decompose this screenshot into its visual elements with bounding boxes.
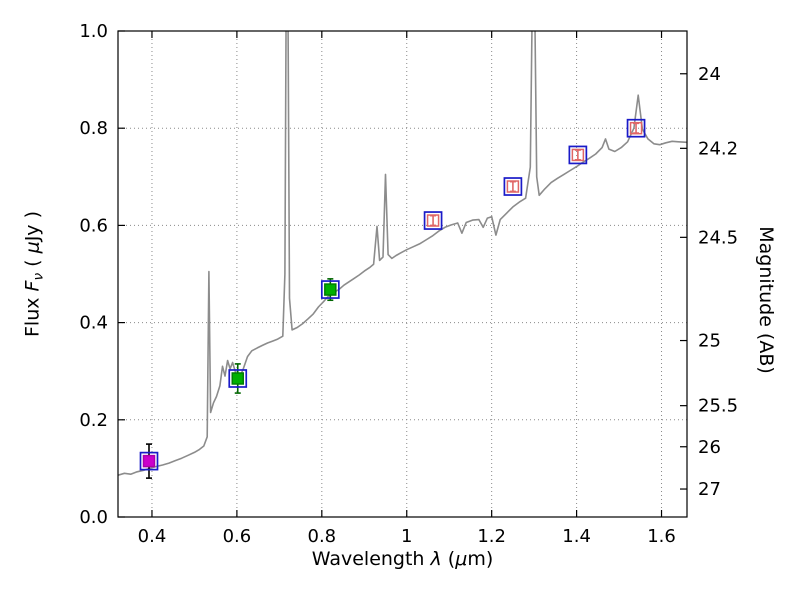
y-tick-label-magnitude: 24 xyxy=(698,64,721,85)
y-axis-label-flux: Flux Fν ( μJy ) xyxy=(21,210,47,338)
model-spectrum-line xyxy=(118,31,687,476)
observed-photometry-square xyxy=(506,180,520,193)
y-tick-label-magnitude: 24.5 xyxy=(698,227,738,248)
y-tick-label-flux: 1.0 xyxy=(79,21,108,42)
model-photometry-square xyxy=(503,177,523,196)
y-tick-label-magnitude: 27 xyxy=(698,479,721,500)
y-tick-label-flux: 0.2 xyxy=(79,410,108,431)
plot-border xyxy=(117,30,688,518)
y-tick-label-flux: 0.8 xyxy=(79,118,108,139)
y-tick-label-magnitude: 25.5 xyxy=(698,396,738,417)
x-tick-label: 1.2 xyxy=(477,526,506,547)
model-photometry-square xyxy=(320,280,340,299)
model-photometry-square xyxy=(139,451,159,471)
y-axis-label-magnitude: Magnitude (AB) xyxy=(755,226,777,374)
model-photometry-square xyxy=(568,145,588,165)
y-tick-label-magnitude: 26 xyxy=(698,437,721,458)
y-tick-label-magnitude: 24.2 xyxy=(698,138,738,159)
observed-photometry-square xyxy=(324,283,337,296)
observed-photometry-square xyxy=(571,148,585,162)
x-tick-label: 0.6 xyxy=(223,526,252,547)
observed-photometry-square xyxy=(231,372,244,385)
y-tick-label-magnitude: 25 xyxy=(698,331,721,352)
observed-photometry-square xyxy=(426,214,440,227)
x-tick-label: 0.8 xyxy=(308,526,337,547)
y-tick-label-flux: 0.4 xyxy=(79,313,108,334)
model-photometry-square xyxy=(626,118,646,138)
y-tick-label-flux: 0.0 xyxy=(79,507,108,528)
x-tick-label: 1.6 xyxy=(647,526,676,547)
model-photometry-square xyxy=(228,369,248,388)
x-axis-label: Wavelength λ (μm) xyxy=(311,548,494,570)
x-tick-label: 0.4 xyxy=(138,526,167,547)
x-tick-label: 1 xyxy=(401,526,412,547)
x-tick-label: 1.4 xyxy=(562,526,591,547)
observed-photometry-square xyxy=(629,121,643,135)
y-tick-label-flux: 0.6 xyxy=(79,215,108,236)
model-photometry-square xyxy=(423,211,443,230)
observed-photometry-square xyxy=(142,454,156,468)
